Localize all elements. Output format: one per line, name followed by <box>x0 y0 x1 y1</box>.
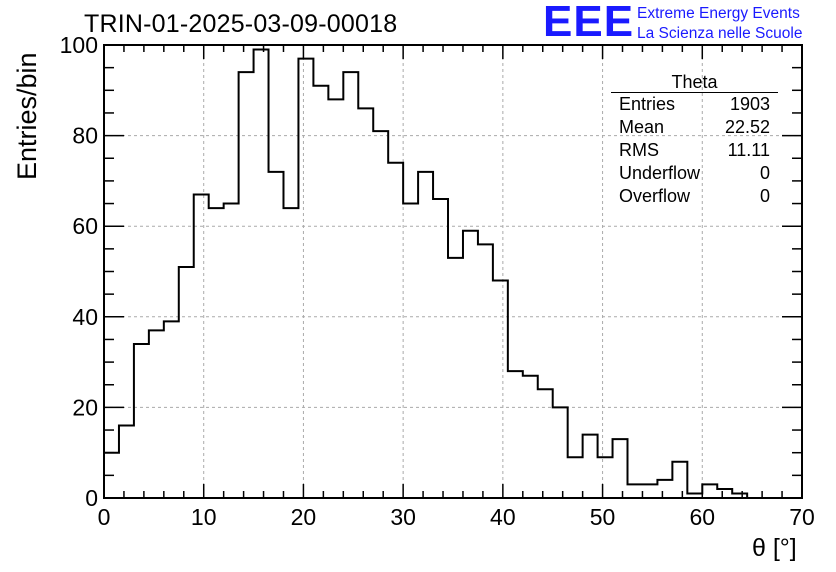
x-tick-label: 10 <box>191 504 217 530</box>
stats-value: 1903 <box>729 94 770 114</box>
histogram-bin <box>672 462 687 498</box>
histogram-bin <box>358 108 373 498</box>
stats-row: Underflow 0 <box>611 162 778 185</box>
y-tick-label: 20 <box>72 394 98 420</box>
histogram-bin <box>463 231 478 498</box>
page-title: TRIN-01-2025-03-09-00018 <box>84 10 398 38</box>
histogram-bin <box>418 172 433 498</box>
histogram-bin <box>508 371 523 498</box>
histogram-bin <box>134 344 149 498</box>
x-tick-label: 40 <box>490 504 516 530</box>
histogram-bin <box>179 267 194 498</box>
stats-label: Mean <box>619 117 665 137</box>
histogram-bin <box>493 281 508 498</box>
histogram-bin <box>642 484 657 498</box>
histogram-bin <box>194 194 209 498</box>
histogram-bin <box>164 321 179 498</box>
stats-value: 0 <box>759 163 770 183</box>
histogram-bin <box>598 457 613 498</box>
histogram-bin <box>717 489 732 498</box>
logo-line-2: La Scienza nelle Scuole <box>637 25 803 42</box>
y-axis-label: Entries/bin <box>12 52 42 180</box>
histogram-bin <box>343 72 358 498</box>
histogram-bin <box>269 172 284 498</box>
stats-label: Underflow <box>619 163 701 183</box>
y-tick-label: 60 <box>72 213 98 239</box>
histogram-bin <box>657 480 672 498</box>
stats-value: 22.52 <box>724 117 770 137</box>
histogram-bin <box>209 208 224 498</box>
histogram-bin <box>298 59 313 498</box>
histogram-bin <box>119 426 134 498</box>
histogram-bin <box>373 131 388 498</box>
x-axis-label: θ [°] <box>752 534 797 562</box>
histogram-bin <box>283 208 298 498</box>
histogram-bin <box>583 435 598 498</box>
x-tick-label: 60 <box>689 504 715 530</box>
logo-mark: EEE <box>543 0 635 46</box>
stats-label: Entries <box>619 94 676 114</box>
histogram-bin <box>523 376 538 498</box>
stats-value: 0 <box>759 186 770 206</box>
stats-row: RMS 11.11 <box>611 139 778 162</box>
histogram-bin <box>628 484 643 498</box>
histogram-bin <box>553 407 568 498</box>
stats-label: RMS <box>619 140 659 160</box>
logo-caption: Extreme Energy Events La Scienza nelle S… <box>637 4 802 44</box>
y-tick-label: 100 <box>60 32 98 58</box>
histogram-bin <box>313 86 328 498</box>
histogram-bin <box>254 50 269 498</box>
histogram-bin <box>702 484 717 498</box>
histogram-bin <box>224 204 239 498</box>
histogram-bin <box>613 439 628 498</box>
histogram-bin <box>478 244 493 498</box>
y-tick-label: 0 <box>85 485 98 511</box>
histogram-line <box>104 48 793 499</box>
stats-value: 11.11 <box>727 140 770 160</box>
histogram-bin <box>568 457 583 498</box>
histogram-bin <box>239 72 254 498</box>
stats-title: Theta <box>611 72 778 93</box>
histogram-bin <box>538 389 553 498</box>
histogram-bin <box>448 258 463 498</box>
stats-label: Overflow <box>619 186 691 206</box>
x-tick-label: 0 <box>98 504 111 530</box>
histogram-bin <box>403 204 418 498</box>
eee-logo: EEE <box>543 0 634 44</box>
x-tick-label: 20 <box>291 504 317 530</box>
stats-row: Overflow 0 <box>611 185 778 208</box>
x-tick-label: 50 <box>590 504 616 530</box>
histogram-bin <box>328 99 343 498</box>
y-tick-label: 40 <box>72 304 98 330</box>
stats-box: Theta Entries 1903 Mean 22.52 RMS 11.11 Und… <box>611 72 778 208</box>
histogram-bin <box>149 330 164 498</box>
x-tick-label: 70 <box>789 504 815 530</box>
y-tick-label: 80 <box>72 123 98 149</box>
logo-line-1: Extreme Energy Events <box>637 5 800 22</box>
histogram-bin <box>433 199 448 498</box>
stats-row: Entries 1903 <box>611 93 778 116</box>
stats-row: Mean 22.52 <box>611 116 778 139</box>
x-tick-label: 30 <box>390 504 416 530</box>
histogram-bin <box>388 163 403 498</box>
